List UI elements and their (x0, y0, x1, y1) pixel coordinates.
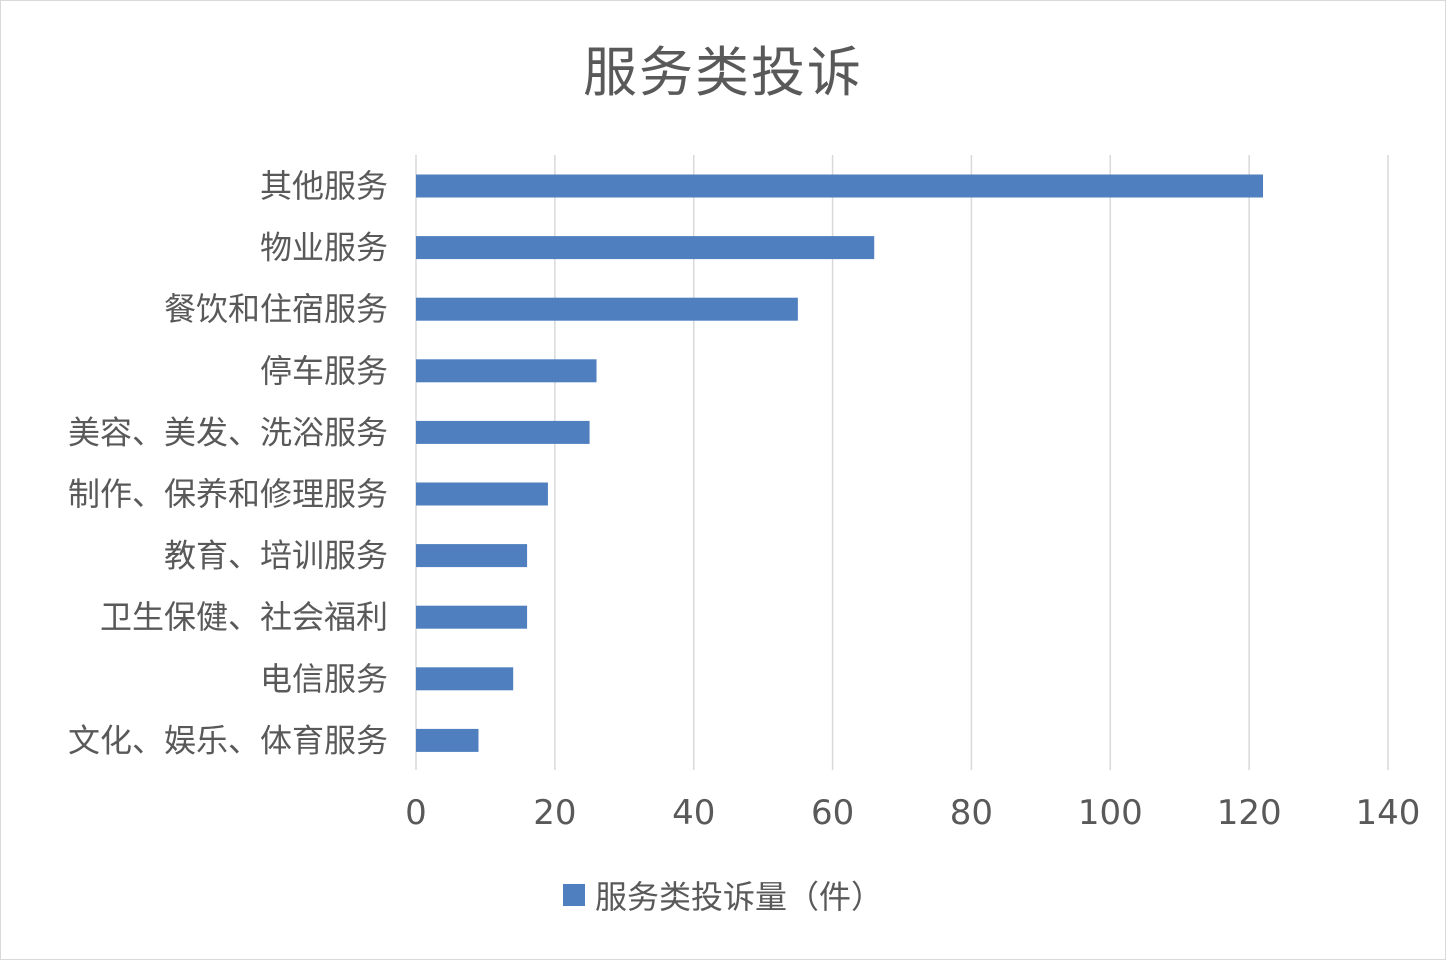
x-tick-label: 20 (533, 793, 576, 833)
bar (416, 667, 514, 691)
bar (416, 174, 1264, 198)
x-tick-label: 0 (405, 793, 427, 833)
category-label: 卫生保健、社会福利 (100, 598, 388, 636)
x-tick-label: 140 (1356, 793, 1421, 833)
x-tick-label: 40 (672, 793, 715, 833)
category-label: 物业服务 (260, 229, 388, 267)
legend: 服务类投诉量（件） (0, 872, 1446, 918)
category-label: 餐饮和住宿服务 (164, 290, 388, 328)
bar (416, 236, 875, 260)
bar (416, 297, 798, 321)
category-label: 教育、培训服务 (164, 537, 388, 575)
bars (416, 174, 1264, 752)
category-label: 电信服务 (260, 660, 388, 698)
category-labels: 其他服务物业服务餐饮和住宿服务停车服务美容、美发、洗浴服务制作、保养和修理服务教… (68, 167, 388, 759)
category-label: 其他服务 (260, 167, 388, 205)
x-tick-label: 60 (811, 793, 854, 833)
x-tick-label: 120 (1217, 793, 1282, 833)
chart-title: 服务类投诉 (583, 41, 863, 104)
legend-swatch (562, 884, 585, 906)
bar (416, 420, 590, 444)
category-label: 停车服务 (260, 352, 388, 390)
x-tick-label: 80 (950, 793, 993, 833)
x-tick-labels: 0 20 40 60 80 100 120 140 (405, 793, 1420, 833)
category-label: 美容、美发、洗浴服务 (68, 413, 388, 451)
bar (416, 728, 479, 752)
category-label: 制作、保养和修理服务 (68, 475, 388, 513)
legend-label: 服务类投诉量（件） (594, 878, 883, 916)
x-tick-label: 100 (1078, 793, 1143, 833)
bar (416, 544, 528, 568)
bar (416, 359, 597, 383)
bar (416, 482, 548, 506)
bar (416, 605, 528, 629)
category-label: 文化、娱乐、体育服务 (68, 721, 388, 759)
